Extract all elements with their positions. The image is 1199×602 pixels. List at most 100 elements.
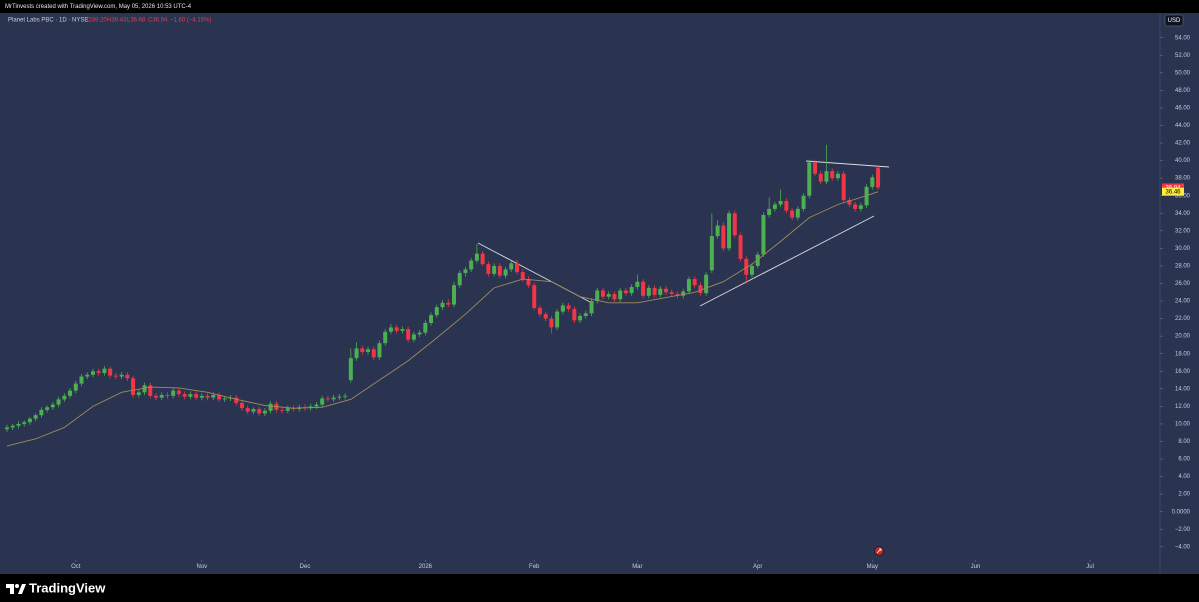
y-tick-label: 28.00	[1175, 264, 1191, 270]
candle-body	[526, 279, 531, 286]
candle-body	[50, 404, 55, 408]
last-price-label-box	[1162, 183, 1184, 192]
y-tick-label: 54.00	[1175, 35, 1191, 41]
y-tick-label: 8.00	[1178, 439, 1190, 445]
candle-body	[245, 408, 250, 412]
candle-body	[738, 235, 743, 259]
candle-body	[618, 290, 623, 300]
candle-body	[469, 260, 474, 270]
candle-body	[406, 329, 411, 340]
y-tick-label: 34.00	[1175, 211, 1191, 217]
y-tick-label: 2.00	[1178, 492, 1190, 498]
candle-body	[830, 171, 835, 179]
candle-body	[354, 348, 359, 359]
candle-body	[686, 279, 691, 292]
legend-high: H39.43	[107, 18, 127, 24]
candle-body	[194, 394, 199, 398]
candle-body	[39, 409, 44, 416]
y-tick-label: −2.00	[1175, 527, 1191, 533]
candle-body	[417, 332, 422, 335]
candle-body	[658, 288, 663, 295]
currency-box[interactable]	[1164, 14, 1184, 27]
y-tick-label: 44.00	[1175, 123, 1191, 129]
candle-body	[119, 374, 124, 377]
candle-body	[400, 329, 405, 331]
y-tick-label: 50.00	[1175, 70, 1191, 76]
y-tick-label: 36.00	[1175, 193, 1191, 199]
x-tick-label: Jun	[971, 564, 981, 570]
candle-body	[343, 395, 348, 397]
plot-background	[0, 13, 1199, 574]
y-tick-label: 18.00	[1175, 351, 1191, 357]
candle-body	[96, 371, 101, 374]
candle-body	[108, 368, 113, 376]
candle-body	[239, 402, 244, 409]
candle-body	[429, 315, 434, 323]
y-tick-label: 30.00	[1175, 246, 1191, 252]
candle-body	[629, 287, 634, 294]
y-tick-label: 6.00	[1178, 457, 1190, 463]
brand: TradingView	[29, 580, 106, 595]
candle-body	[543, 314, 548, 319]
candle-body	[62, 395, 67, 400]
y-tick-label: 24.00	[1175, 299, 1191, 305]
candle-body	[45, 407, 50, 410]
candle-body	[73, 383, 78, 391]
candle-body	[348, 358, 353, 381]
candle-body	[870, 177, 875, 187]
candle-body	[371, 349, 376, 358]
candle-body	[480, 253, 485, 265]
candle-body	[182, 394, 187, 397]
candle-body	[360, 348, 365, 352]
x-tick-label: 2026	[419, 564, 433, 570]
candle-body	[314, 404, 319, 407]
y-tick-label: 48.00	[1175, 88, 1191, 94]
candle-body	[549, 318, 554, 328]
y-tick-label: 20.00	[1175, 334, 1191, 340]
brand-logo	[6, 584, 26, 594]
candle-body	[102, 368, 107, 374]
candle-body	[537, 308, 542, 315]
candle-body	[136, 392, 141, 395]
y-tick-label: 0.0000	[1172, 509, 1191, 515]
candle-body	[497, 265, 502, 276]
y-tick-label: 40.00	[1175, 158, 1191, 164]
candle-body	[635, 281, 640, 287]
candle-body	[858, 205, 863, 209]
y-tick-label: 12.00	[1175, 404, 1191, 410]
x-tick-label: Apr	[753, 564, 762, 570]
candle-body	[131, 378, 136, 395]
candle-body	[721, 225, 726, 249]
candle-body	[268, 403, 273, 411]
candle-body	[698, 285, 703, 294]
candle-body	[211, 394, 216, 398]
candle-body	[79, 376, 84, 384]
candle-body	[560, 305, 565, 312]
candle-body	[732, 213, 737, 236]
candle-body	[772, 204, 777, 209]
candle-body	[555, 311, 560, 328]
candle-body	[715, 225, 720, 237]
candle-body	[56, 399, 61, 405]
candle-body	[486, 264, 491, 274]
candle-body	[675, 294, 680, 296]
legend-open: O39.20	[87, 18, 107, 24]
candle-body	[285, 408, 290, 411]
currency[interactable]: USD	[1168, 18, 1181, 24]
candle-body	[755, 254, 760, 266]
x-tick-label: May	[867, 564, 878, 570]
logo-part	[18, 584, 26, 594]
candle-body	[503, 269, 508, 276]
candle-body	[68, 390, 73, 396]
y-tick-label: 32.00	[1175, 228, 1191, 234]
symbol: Planet Labs PBC · 1D · NYSE	[8, 18, 88, 24]
candle-body	[767, 208, 772, 216]
y-tick-label: 10.00	[1175, 422, 1191, 428]
candle-body	[171, 390, 176, 396]
candle-body	[847, 200, 852, 205]
candle-body	[325, 398, 330, 400]
legend-low: L36.68	[127, 18, 146, 24]
candle-body	[790, 210, 795, 218]
candle-body	[257, 409, 262, 414]
